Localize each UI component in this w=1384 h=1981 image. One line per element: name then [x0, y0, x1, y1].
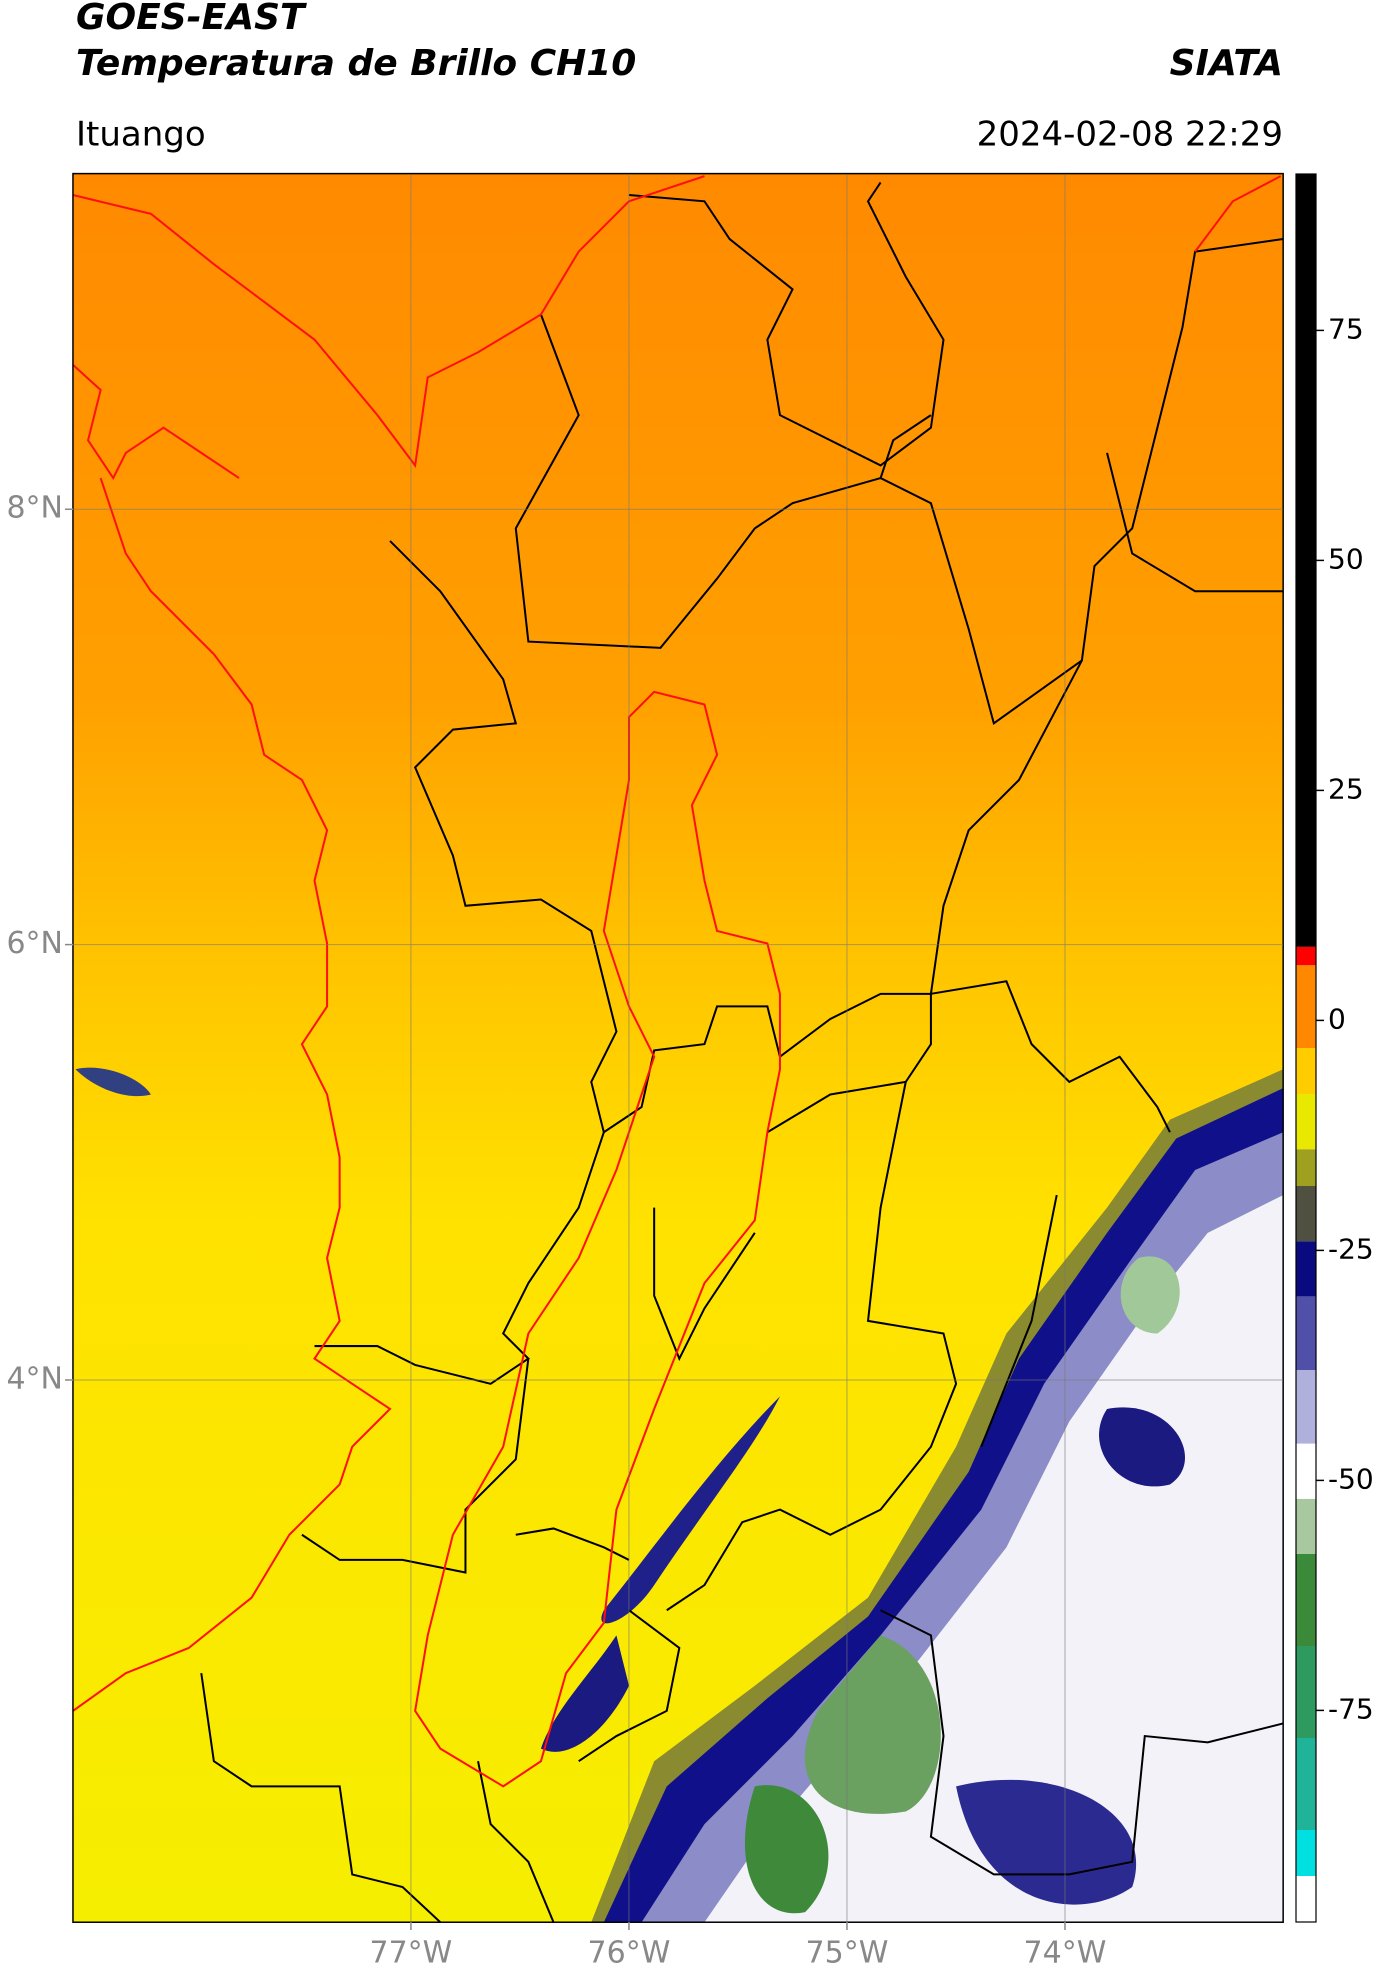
colorbar-tick-label: 0 — [1328, 1002, 1346, 1035]
colorbar-segment — [1296, 1830, 1316, 1876]
cloud — [1120, 1256, 1180, 1334]
colorbar-tick-label: -25 — [1328, 1232, 1374, 1265]
colorbar-segment — [1296, 1296, 1316, 1370]
colorbar-tick-label: 75 — [1328, 312, 1364, 345]
colorbar-segment — [1296, 1149, 1316, 1186]
colorbar-segment — [1296, 1186, 1316, 1242]
y-tick-label: 4°N — [6, 1361, 63, 1396]
x-tick-label: 75°W — [806, 1936, 889, 1971]
location: Ituango — [76, 115, 206, 155]
colorbar-segment — [1296, 1443, 1316, 1499]
x-tick-label: 74°W — [1024, 1936, 1107, 1971]
colorbar-tick-label: 25 — [1328, 772, 1364, 805]
cloud — [956, 1779, 1137, 1905]
colorbar-segment — [1296, 1738, 1316, 1830]
x-tick-label: 77°W — [370, 1936, 453, 1971]
cloud — [804, 1635, 941, 1814]
y-tick-label: 6°N — [6, 926, 63, 961]
colorbar-tick-label: -50 — [1328, 1462, 1374, 1495]
cloud — [744, 1785, 829, 1914]
colorbar-segment — [1296, 1876, 1316, 1922]
boundaries — [200, 181, 1284, 1923]
colorbar-segment — [1296, 1241, 1316, 1297]
colorbar-segment — [1296, 965, 1316, 1048]
source: SIATA — [1170, 43, 1283, 84]
colorbar-segment — [1296, 1048, 1316, 1094]
coastline — [72, 175, 1282, 1788]
y-tick-label: 8°N — [6, 491, 63, 526]
cloud — [540, 1635, 629, 1752]
title: GOES-EAST — [76, 0, 307, 38]
datetime: 2024-02-08 22:29 — [977, 115, 1283, 155]
colorbar-segment — [1296, 174, 1316, 947]
colorbar-tick-label: -75 — [1328, 1692, 1374, 1725]
colorbar-segment — [1296, 1646, 1316, 1738]
colorbar-segment — [1296, 946, 1316, 966]
colorbar-frame — [1295, 173, 1317, 1923]
colorbar-segment — [1296, 1370, 1316, 1444]
cloud — [75, 1067, 151, 1097]
cloud — [601, 1396, 780, 1624]
colorbar-segment — [1296, 1498, 1316, 1554]
subtitle: Temperatura de Brillo CH10 — [76, 43, 636, 84]
colorbar-segment — [1296, 1094, 1316, 1150]
map-frame — [72, 172, 1284, 1923]
colorbar-segment — [1296, 1554, 1316, 1646]
map — [72, 172, 1284, 1923]
colorbar: 75 50 25 0 -25 -50 -75 — [1295, 173, 1374, 1923]
grid: 77°W 76°W 75°W 74°W 8°N 6°N 4°N — [6, 174, 1283, 1971]
colorbar-tick-label: 50 — [1328, 542, 1364, 575]
x-tick-label: 76°W — [588, 1936, 671, 1971]
cloud — [1099, 1407, 1185, 1487]
